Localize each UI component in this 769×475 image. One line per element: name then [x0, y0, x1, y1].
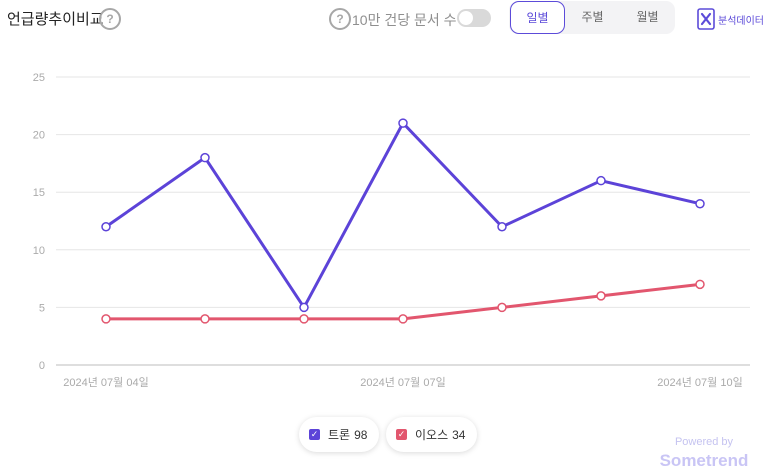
- data-point: [695, 279, 705, 290]
- line-chart: 0 5 10 15 20 25 2024년 07월 04일 2024년 07월 07일 2024…: [33, 72, 750, 389]
- period-monthly-button[interactable]: 월별: [636, 10, 659, 24]
- y-tick-label: 10: [33, 245, 45, 257]
- period-selector: 일별 주별 월별: [509, 1, 675, 34]
- excel-icon: [697, 8, 715, 30]
- data-point: [200, 152, 210, 163]
- data-point: [596, 291, 606, 301]
- data-point: [695, 198, 705, 209]
- toggle-knob: [459, 11, 473, 25]
- per-100k-toggle-label: 10만 건당 문서 수: [352, 12, 457, 28]
- legend-count: 98: [354, 427, 368, 442]
- data-point: [398, 314, 408, 324]
- legend-item-tron[interactable]: ✓ 트론 98: [299, 417, 380, 452]
- series-line: [106, 282, 701, 321]
- period-weekly-button[interactable]: 주별: [581, 10, 604, 24]
- help-icon[interactable]: ?: [99, 8, 121, 30]
- y-tick-label: 15: [33, 187, 45, 199]
- powered-by-text: Powered by: [674, 436, 734, 448]
- period-daily-button[interactable]: 일별: [510, 1, 565, 34]
- per-100k-toggle[interactable]: [457, 9, 491, 27]
- data-point: [101, 314, 111, 324]
- analysis-data-button[interactable]: 분석데이터: [697, 8, 764, 30]
- checkbox-icon: ✓: [396, 429, 407, 440]
- data-point: [398, 118, 408, 128]
- series-line: [105, 121, 701, 309]
- x-tick-label: 2024년 07월 07일: [360, 375, 445, 389]
- data-point: [497, 302, 507, 313]
- data-point: [200, 314, 210, 324]
- y-tick-label: 5: [39, 302, 45, 314]
- legend-item-eos[interactable]: ✓ 이오스 34: [386, 417, 478, 452]
- data-point: [101, 222, 111, 232]
- x-tick-label: 2024년 07월 04일: [63, 375, 148, 389]
- y-tick-label: 20: [33, 130, 45, 142]
- x-tick-label: 2024년 07월 10일: [657, 375, 742, 389]
- analysis-data-label: 분석데이터: [718, 15, 764, 27]
- y-tick-label: 0: [39, 360, 45, 372]
- legend-label: 이오스: [415, 428, 449, 442]
- data-point: [497, 222, 507, 232]
- chart-title: 언급량추이비교: [7, 11, 104, 28]
- data-point: [299, 314, 309, 324]
- legend-label: 트론: [328, 428, 351, 442]
- checkbox-icon: ✓: [309, 429, 320, 440]
- brand-logo: Sometrend: [659, 451, 749, 470]
- data-point: [596, 175, 606, 186]
- toggle-help-icon[interactable]: ?: [329, 8, 351, 30]
- legend-count: 34: [452, 427, 466, 442]
- y-tick-label: 25: [33, 72, 45, 84]
- data-point: [299, 302, 309, 313]
